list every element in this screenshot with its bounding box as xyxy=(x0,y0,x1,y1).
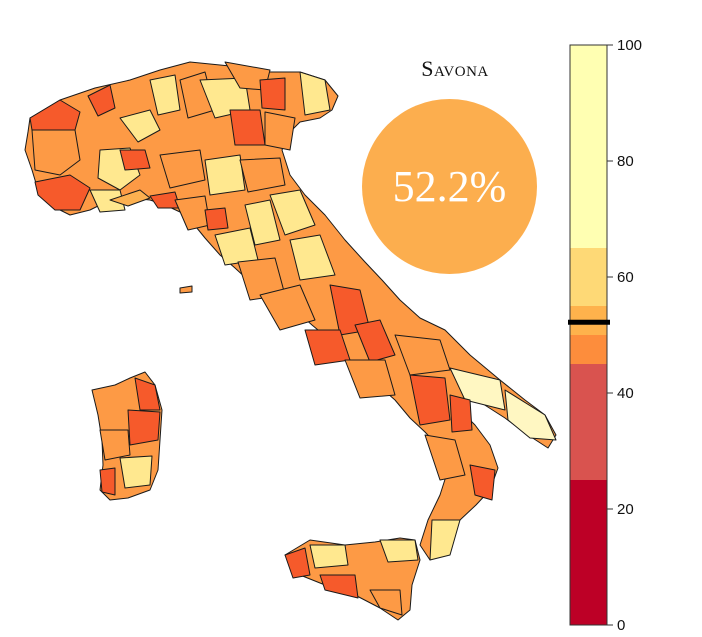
legend-tick-label-1: 20 xyxy=(617,501,634,518)
province-crotone xyxy=(469,464,496,501)
province-olbia xyxy=(134,377,161,411)
province-name-title: Savona xyxy=(421,56,489,81)
legend-band-4 xyxy=(570,248,607,306)
legend-tick-label-3: 60 xyxy=(617,269,634,286)
province-trapani xyxy=(284,547,311,579)
province-ragusa xyxy=(369,589,403,616)
province-veneto xyxy=(229,109,266,146)
legend-bands xyxy=(570,45,607,625)
province-basilicata xyxy=(409,374,451,426)
legend-ticks: 0 20 40 60 80 100 xyxy=(607,37,642,634)
legend-band-0 xyxy=(570,480,607,625)
italy-choropleth-map xyxy=(24,61,557,621)
legend-band-1 xyxy=(570,364,607,480)
province-emilia-west xyxy=(159,149,206,189)
legend-tick-label-0: 0 xyxy=(617,617,625,634)
province-medio-campidano xyxy=(119,455,153,489)
province-venezia xyxy=(264,111,296,151)
province-marche xyxy=(269,189,316,236)
legend-frame xyxy=(569,44,608,626)
province-firenze xyxy=(204,207,229,231)
current-value-marker xyxy=(568,319,610,325)
province-messina xyxy=(379,539,419,563)
province-toscana-north xyxy=(174,195,211,231)
legend-band-2 xyxy=(570,335,607,364)
province-roma xyxy=(259,284,316,331)
province-bari xyxy=(449,367,506,411)
province-abruzzo xyxy=(289,234,336,281)
legend-tick-label-4: 80 xyxy=(617,153,634,170)
province-asti xyxy=(89,189,126,213)
province-nuoro xyxy=(127,409,161,446)
province-piemonte-central xyxy=(31,129,81,176)
province-udine xyxy=(299,71,331,116)
province-palermo xyxy=(309,544,349,569)
province-cuneo xyxy=(34,174,91,211)
province-basilicata-east xyxy=(449,394,473,433)
color-scale-legend: 0 20 40 60 80 100 xyxy=(568,37,642,634)
province-reggio-calabria xyxy=(429,519,461,561)
province-bergamo xyxy=(149,74,181,116)
province-lombardia-west xyxy=(119,109,161,143)
province-lecce xyxy=(504,389,557,441)
province-agrigento xyxy=(319,574,359,599)
province-emilia-central xyxy=(204,154,246,196)
province-napoli xyxy=(354,319,396,363)
legend-band-5 xyxy=(570,45,607,248)
province-puglia-north xyxy=(394,334,451,376)
percent-bubble: 52.2% xyxy=(362,99,537,274)
province-umbria xyxy=(244,199,281,246)
province-calabria-north xyxy=(424,434,466,481)
province-oristano xyxy=(99,429,131,461)
island-elba xyxy=(179,285,193,294)
province-carbonia xyxy=(99,467,116,496)
percent-value: 52.2% xyxy=(392,162,507,211)
legend-tick-label-2: 40 xyxy=(617,385,634,402)
province-aosta xyxy=(87,84,116,117)
province-savona xyxy=(109,189,151,207)
legend-tick-label-5: 100 xyxy=(617,37,642,54)
province-toscana-south xyxy=(214,227,259,266)
province-salerno xyxy=(344,359,396,399)
province-milano xyxy=(119,149,151,171)
province-bologna xyxy=(239,157,286,193)
province-belluno xyxy=(259,77,286,111)
